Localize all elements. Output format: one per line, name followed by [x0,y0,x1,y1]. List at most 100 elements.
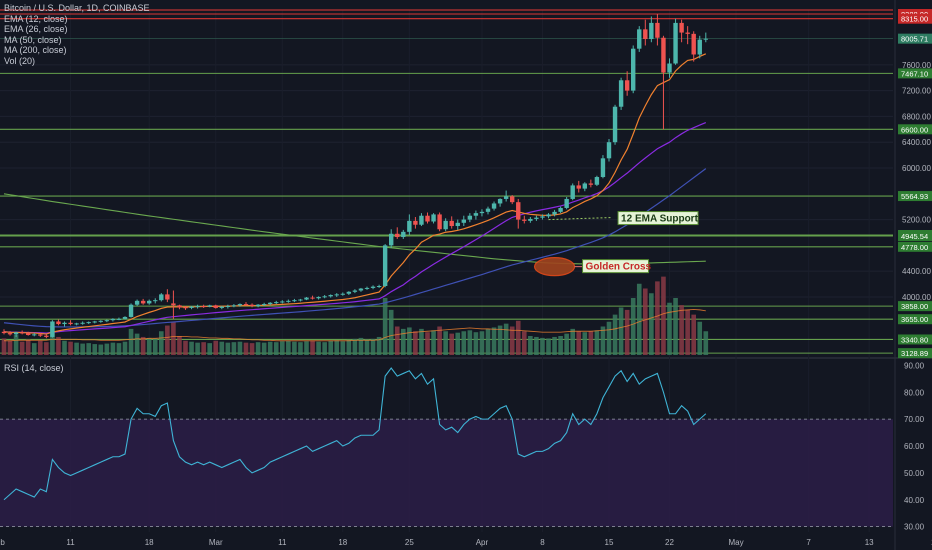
candle-body [588,183,594,185]
price-level-label-7[interactable]: 4945.54 [901,232,928,241]
price-level-label-8[interactable]: 4778.00 [901,243,928,252]
volume-bar [370,338,376,355]
golden-cross-label[interactable]: Golden Cross [586,262,652,273]
volume-bar [564,333,569,355]
volume-bar [437,326,442,355]
rsi-tick-label: 60.00 [904,442,925,451]
price-tick-label: 4000.00 [902,293,931,302]
time-tick-label: 22 [665,538,674,547]
candle-body [19,332,25,334]
ema12-line [3,53,707,335]
candle-body [80,322,85,324]
volume-bar [594,330,600,355]
volume-bar [376,336,382,355]
volume-bar [485,328,491,355]
candlestick-series[interactable] [1,13,708,339]
candle-body [44,335,49,337]
volume-bar [419,328,424,355]
ema-support-label[interactable]: 12 EMA Support [621,214,699,225]
candle-body [467,215,473,220]
volume-bar [649,293,654,355]
indicator-ma50-label[interactable]: MA (50, close) [4,34,62,45]
candle-body [389,233,394,246]
candle-body [461,219,466,223]
volume-bar [522,331,527,355]
candle-body [546,214,551,217]
candle-body [449,220,454,227]
volume-bar [515,320,521,355]
price-level-label-4[interactable]: 6600.00 [901,125,928,134]
volume-bar [497,325,503,355]
candle-body [261,304,267,306]
rsi-line [3,367,707,501]
candle-body [68,322,73,325]
indicator-legend: Bitcoin / U.S. Dollar, 1D, COINBASE EMA … [4,3,150,67]
rsi-tick-label: 70.00 [904,415,925,424]
price-level-label-11[interactable]: 3340.80 [901,335,928,344]
candle-body [564,198,569,208]
candle-body [534,217,539,219]
volume-bar [491,327,497,355]
time-tick-label: Feb [0,538,5,547]
price-level-label-3[interactable]: 7467.10 [901,69,928,78]
price-level-label-1[interactable]: 8315.00 [901,15,928,24]
volume-bar [74,342,79,355]
candle-body [274,302,279,304]
volume-bar [267,341,273,355]
price-level-label-9[interactable]: 3858.00 [901,302,928,311]
volume-bar [280,341,285,355]
volume-bar [467,330,473,355]
volume-bar [401,328,406,355]
volume-bar [225,342,231,355]
volume-bar [62,340,67,355]
price-level-label-bg-7 [898,230,932,241]
volume-bar [44,342,49,355]
candle-body [485,208,491,212]
volume-bar [92,344,98,355]
candle-body [304,297,309,300]
price-level-label-10[interactable]: 3655.00 [901,315,928,324]
volume-bar [146,337,152,355]
volume-bar [292,341,297,355]
candle-body [582,183,587,189]
candle-body [703,38,708,40]
candle-body [431,214,436,222]
candle-body [473,213,479,216]
annotations[interactable]: 12 EMA Support Golden Cross [533,211,699,277]
volume-bar [703,331,709,355]
price-level-label-12[interactable]: 3128.89 [901,349,928,358]
candle-body [691,33,696,55]
indicator-ema26-label[interactable]: EMA (26, close) [4,24,68,35]
candle-body [352,290,358,292]
candle-body [606,142,612,159]
candle-body [195,305,200,307]
volume-bar [189,341,194,355]
volume-bar [237,341,243,355]
rsi-band [0,419,893,527]
indicator-volume-label[interactable]: Vol (20) [4,55,36,66]
rsi-tick-label: 50.00 [904,469,925,478]
price-level-label-bg-5 [898,191,932,202]
volume-bar [540,337,545,355]
price-level-label-5[interactable]: 5564.93 [901,192,928,201]
candle-body [189,306,194,308]
candle-body [92,321,97,323]
candle-body [1,331,7,334]
rsi-panel-label[interactable]: RSI (14, close) [4,363,64,373]
volume-bar [461,331,467,355]
price-level-label-2[interactable]: 8005.71 [901,35,928,44]
indicator-ema12-label[interactable]: EMA (12, close) [4,13,68,24]
candle-body [637,29,642,49]
volume-bar [213,340,219,355]
symbol-title[interactable]: Bitcoin / U.S. Dollar, 1D, COINBASE [4,3,150,13]
volume-bar [673,298,678,355]
candle-body [249,304,255,306]
volume-bar [122,341,128,355]
volume-bar [249,343,255,355]
candle-body [576,185,581,189]
volume-bar [231,342,237,355]
time-tick-label: May [728,538,743,547]
volume-bars [1,276,709,355]
indicator-ma200-label[interactable]: MA (200, close) [4,45,67,56]
